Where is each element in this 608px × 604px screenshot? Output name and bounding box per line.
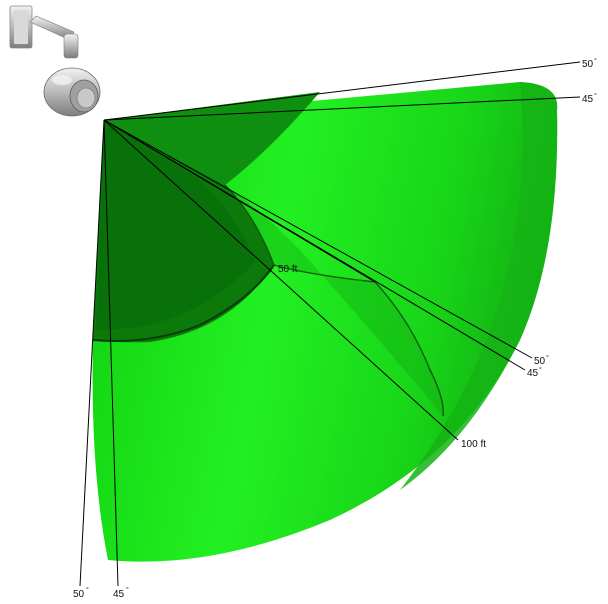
label-bottom-45: 45: [113, 589, 125, 600]
line-right-inner: [103, 119, 376, 283]
line-bottom-45: [103, 119, 119, 587]
lobe-fill: [225, 185, 444, 416]
camera-detector-icon: [9, 5, 101, 117]
near-field-core: [96, 120, 255, 330]
label-top-45: 45: [582, 94, 594, 105]
upper-dark-wedge: [104, 92, 320, 185]
label-right-45: 45: [527, 368, 539, 379]
degree-top-45: °: [594, 92, 597, 100]
degree-bottom-45: °: [126, 586, 129, 594]
angle-lines: [79, 61, 581, 587]
label-top-50: 50: [582, 59, 594, 70]
label-range-100ft: 100 ft: [461, 439, 486, 450]
label-range-50ft: 50 ft: [278, 264, 298, 275]
line-bottom-50: [79, 119, 105, 587]
line-top-45: [103, 96, 581, 121]
labels: 50 ° 45 ° 50 ft 50 ° 45 ° 100 ft 50 ° 45…: [73, 57, 597, 600]
degree-top-50: °: [594, 57, 597, 65]
line-100ft: [103, 119, 459, 441]
cone-rim-shade: [400, 82, 558, 490]
line-right-50: [103, 119, 533, 359]
degree-bottom-50: °: [86, 586, 89, 594]
degree-right-45: °: [539, 366, 542, 374]
degree-right-50: °: [546, 354, 549, 362]
label-bottom-50: 50: [73, 589, 85, 600]
label-right-50: 50: [534, 356, 546, 367]
line-top-50: [103, 61, 581, 121]
arc-50ft: [92, 264, 275, 342]
